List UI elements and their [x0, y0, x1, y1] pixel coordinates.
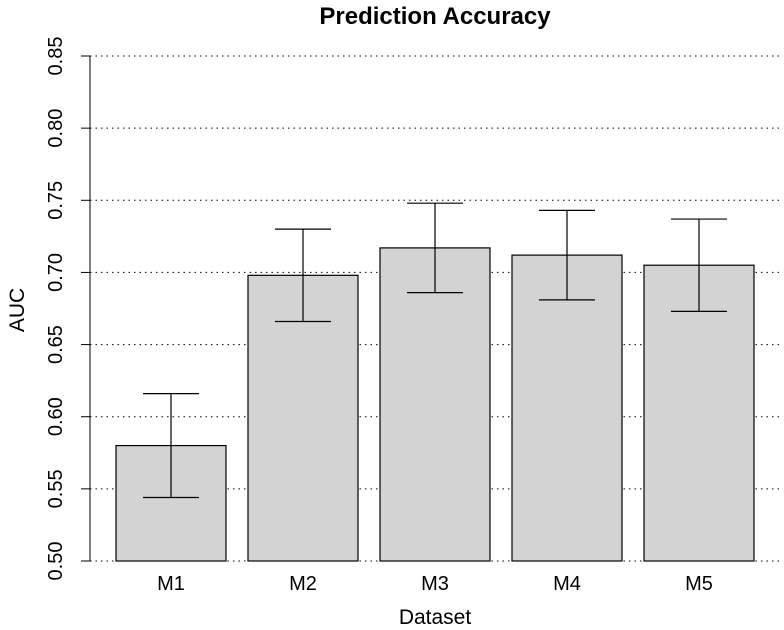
y-tick-label: 0.65	[45, 325, 67, 364]
y-tick-label: 0.50	[45, 542, 67, 581]
bar	[379, 247, 491, 562]
bar	[247, 274, 359, 562]
x-category-label: M5	[685, 573, 713, 595]
y-tick-label: 0.75	[45, 181, 67, 220]
bars	[115, 247, 755, 562]
chart-title: Prediction Accuracy	[319, 3, 551, 30]
error-bars	[143, 202, 727, 499]
y-axis: 0.50 0.55 0.60 0.65 0.70 0.75 0.80 0.85	[45, 37, 91, 581]
x-category-label: M1	[157, 573, 185, 595]
x-axis: M1 M2 M3 M4 M5	[157, 573, 713, 595]
y-tick-label: 0.60	[45, 397, 67, 436]
y-tick-label: 0.55	[45, 469, 67, 508]
x-category-label: M4	[553, 573, 581, 595]
y-tick-label: 0.80	[45, 109, 67, 148]
x-axis-title: Dataset	[399, 606, 472, 629]
y-tick-label: 0.70	[45, 253, 67, 292]
x-category-label: M2	[289, 573, 317, 595]
bar	[511, 254, 623, 562]
y-axis-title: AUC	[6, 288, 29, 332]
x-category-label: M3	[421, 573, 449, 595]
y-tick-label: 0.85	[45, 37, 67, 76]
